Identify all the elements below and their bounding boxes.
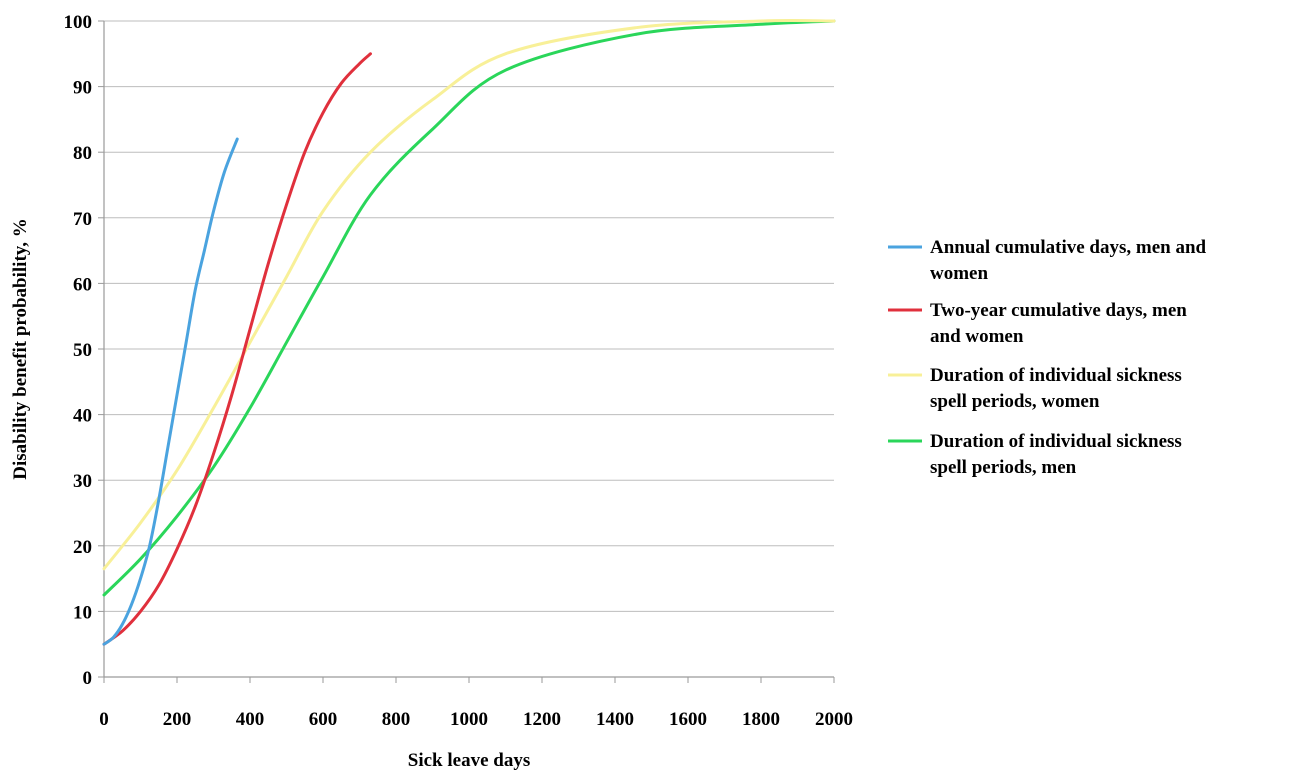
y-tick-label: 0 [83,668,93,689]
grid-lines [104,20,834,612]
legend-label-2: and women [930,326,1024,347]
y-tick-label: 80 [73,143,92,164]
series-line-2 [102,52,372,646]
y-tick-label: 20 [73,537,92,558]
legend-label-1: women [930,263,988,284]
legend-label-4: Duration of individual sickness [930,431,1182,452]
x-tick-label: 1600 [669,709,707,730]
series-line-4 [102,19,836,597]
x-axis-title: Sick leave days [408,750,530,771]
x-tick-label: 600 [309,709,338,730]
x-tick-label: 200 [163,709,192,730]
legend: Annual cumulative days, men and women Two-… [888,237,1207,478]
y-tick-label: 100 [64,12,93,33]
series-lines [102,19,836,646]
x-tick-label: 1000 [450,709,488,730]
legend-label-2: Two-year cumulative days, men [930,300,1187,321]
y-tick-label: 90 [73,78,92,99]
y-tick-label: 40 [73,406,92,427]
x-tick-label: 400 [236,709,265,730]
series-line-1 [102,137,239,646]
y-tick-label: 50 [73,340,92,361]
y-axis-title: Disability benefit probability, % [10,218,31,479]
legend-label-3: Duration of individual sickness [930,365,1182,386]
axes [98,20,835,683]
y-tick-label: 60 [73,274,92,295]
series-line-3 [102,19,836,571]
y-tick-label: 10 [73,602,92,623]
x-tick-label: 800 [382,709,411,730]
x-tick-label: 2000 [815,709,853,730]
legend-label-3: spell periods, women [930,391,1100,412]
x-tick-label: 1800 [742,709,780,730]
legend-label-4: spell periods, men [930,457,1077,478]
x-tick-label: 0 [99,709,109,730]
x-tick-label: 1400 [596,709,634,730]
x-tick-label: 1200 [523,709,561,730]
y-tick-label: 70 [73,209,92,230]
y-tick-label: 30 [73,471,92,492]
legend-label-1: Annual cumulative days, men and [930,237,1207,258]
